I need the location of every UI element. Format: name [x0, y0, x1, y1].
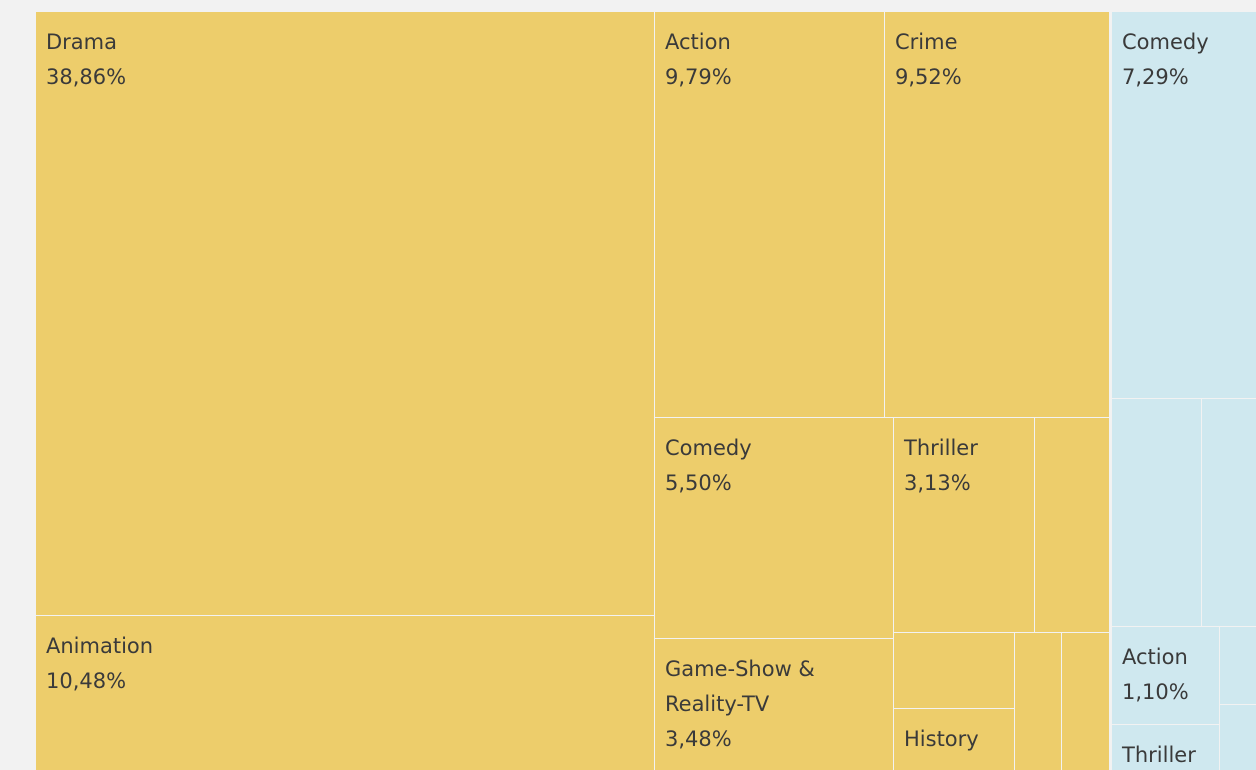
cell-label: Drama 38,86% [36, 12, 654, 95]
treemap-cell [894, 633, 1014, 708]
treemap-cell [1015, 633, 1061, 770]
cell-label: Comedy 5,50% [655, 418, 893, 501]
cell-value: 10,48% [46, 669, 127, 693]
cell-label: Action 9,79% [655, 12, 884, 95]
cell-label: Comedy 7,29% [1112, 12, 1256, 95]
treemap-cell: Comedy 7,29% [1112, 12, 1256, 398]
treemap-cell [1035, 418, 1109, 632]
cell-value: 9,79% [665, 65, 732, 89]
treemap-cell: Game-Show & Reality-TV 3,48% [655, 639, 893, 770]
treemap-cell [1220, 627, 1256, 704]
cell-label: Thriller [1112, 725, 1219, 770]
treemap-cell [1112, 399, 1201, 626]
cell-name: Thriller [904, 436, 978, 460]
cell-name: Thriller [1122, 743, 1196, 767]
treemap-cell [1202, 399, 1256, 626]
cell-label: Game-Show & Reality-TV 3,48% [655, 639, 893, 757]
cell-name: Action [665, 30, 731, 54]
treemap-cell: Action 9,79% [655, 12, 884, 417]
cell-name: Crime [895, 30, 958, 54]
cell-value: 3,13% [904, 471, 971, 495]
treemap-cell [1220, 705, 1256, 770]
cell-name: Comedy [1122, 30, 1209, 54]
cell-name: Comedy [665, 436, 752, 460]
cell-name: Game-Show & Reality-TV [665, 657, 815, 716]
treemap-cell: Action 1,10% [1112, 627, 1219, 724]
treemap-cell: Comedy 5,50% [655, 418, 893, 638]
treemap-cell [1062, 633, 1109, 770]
treemap-cell: Drama 38,86% [36, 12, 654, 615]
cell-label: Action 1,10% [1112, 627, 1219, 710]
cell-value: 38,86% [46, 65, 127, 89]
cell-label: Animation 10,48% [36, 616, 654, 699]
treemap-cell: Animation 10,48% [36, 616, 654, 770]
treemap-cell: Thriller 3,13% [894, 418, 1034, 632]
cell-value: 3,48% [665, 727, 732, 751]
cell-value: 5,50% [665, 471, 732, 495]
cell-label: History [894, 709, 1014, 757]
cell-value: 1,10% [1122, 680, 1189, 704]
cell-value: 9,52% [895, 65, 962, 89]
cell-label: Crime 9,52% [885, 12, 1109, 95]
cell-name: Animation [46, 634, 154, 658]
cell-value: 7,29% [1122, 65, 1189, 89]
cell-label: Thriller 3,13% [894, 418, 1034, 501]
treemap-cell: Crime 9,52% [885, 12, 1109, 417]
treemap-cell: History [894, 709, 1014, 770]
cell-name: Drama [46, 30, 117, 54]
treemap-cell: Thriller [1112, 725, 1219, 770]
cell-name: History [904, 727, 979, 751]
cell-name: Action [1122, 645, 1188, 669]
